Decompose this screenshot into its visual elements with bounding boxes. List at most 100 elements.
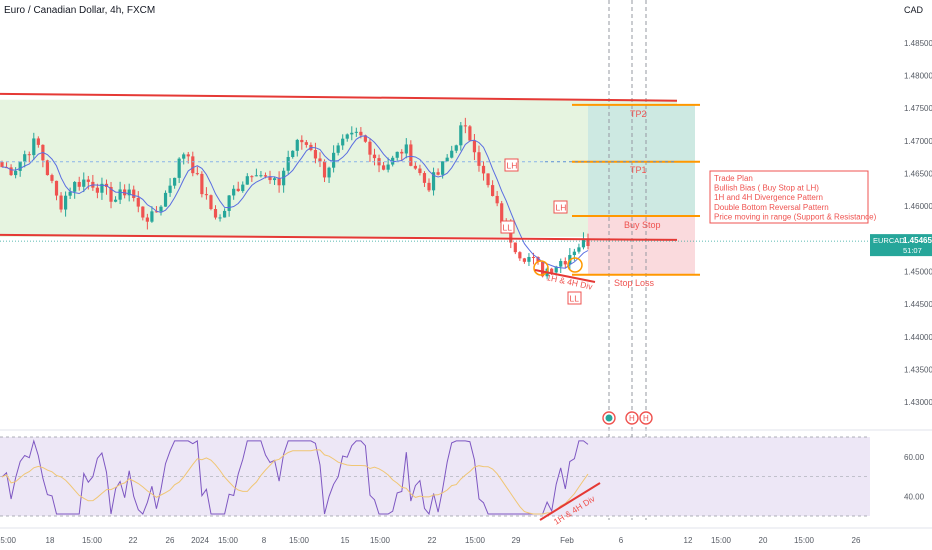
candle-body: [232, 188, 236, 196]
candle-body: [23, 154, 27, 162]
candle-body: [291, 150, 295, 158]
candle-body: [372, 154, 377, 159]
candle-body: [563, 261, 567, 265]
candle-body: [359, 131, 363, 136]
event-dot: [605, 414, 613, 422]
candle-body: [559, 261, 563, 267]
candle-body: [345, 134, 349, 139]
candle-body: [54, 180, 59, 196]
candle-body: [477, 152, 481, 166]
price-tick-label: 1.48500: [904, 39, 932, 48]
lh-label-2-box: [553, 200, 568, 214]
candle-body: [531, 256, 536, 258]
candle-body: [450, 150, 454, 158]
candle-body: [459, 125, 463, 146]
candle-body: [486, 173, 490, 186]
trade-plan-line: Price moving in range (Support & Resista…: [714, 212, 877, 221]
double-bottom-circle-2: [567, 257, 583, 273]
time-tick-label: 15:00: [711, 536, 732, 545]
candle-body: [73, 181, 77, 192]
candle-body: [577, 247, 581, 252]
candle-body: [354, 131, 358, 133]
candle-body: [127, 189, 131, 196]
candle-body: [409, 144, 413, 166]
candle-body: [336, 145, 340, 153]
candle-body: [509, 224, 513, 243]
candle-body: [136, 198, 140, 207]
candle-body: [168, 185, 172, 193]
last-price-value: 1.45465: [903, 236, 932, 245]
candle-body: [32, 138, 36, 156]
tp2-label: TP2: [630, 109, 647, 119]
candle-body: [163, 192, 168, 207]
candle-body: [236, 188, 240, 192]
candle-body: [513, 242, 517, 253]
time-tick-label: 26: [166, 536, 175, 545]
candle-body: [100, 183, 104, 193]
time-tick-label: 15: [341, 536, 350, 545]
candle-body: [295, 139, 299, 151]
candle-body: [268, 176, 272, 181]
ll-label-1-box: [500, 220, 515, 234]
trade-plan-border: [709, 170, 869, 224]
candle-body: [540, 262, 545, 277]
ll-label-2-box: [567, 291, 582, 305]
candle-body: [381, 165, 386, 170]
candle-body: [427, 182, 431, 191]
moving-average-line: [1, 135, 589, 269]
candle-body: [113, 199, 118, 202]
candle-body: [318, 158, 322, 162]
rsi-divergence-line: [539, 482, 601, 521]
candle-body: [18, 161, 22, 171]
candle-body: [36, 138, 40, 145]
candle-body: [145, 217, 149, 222]
time-tick-label: 15:00: [0, 536, 17, 545]
candle-body: [481, 165, 486, 174]
candle-body: [454, 145, 458, 151]
time-tick-label: 15:00: [794, 536, 815, 545]
price-tick-label: 1.46000: [904, 202, 932, 211]
price-tick-label: 1.46500: [904, 170, 932, 179]
time-tick-label: 15:00: [465, 536, 486, 545]
rsi-tick-label: 60.00: [904, 453, 925, 462]
price-tick-label: 1.48000: [904, 72, 932, 81]
candle-body: [304, 142, 308, 145]
candle-body: [132, 189, 136, 199]
time-tick-label: 15:00: [370, 536, 391, 545]
candle-body: [286, 157, 290, 171]
candle-body: [59, 195, 63, 210]
range-resistance-line: [0, 92, 678, 102]
candle-body: [191, 156, 195, 174]
tp1-label: TP1: [630, 165, 647, 175]
candle-body: [500, 203, 504, 223]
candle-body: [554, 266, 558, 273]
last-price-box: [870, 234, 932, 257]
candle-body: [418, 168, 422, 174]
lh-label-2: LH: [556, 203, 567, 213]
candle-body: [350, 132, 354, 135]
candle-body: [177, 158, 181, 178]
candle-body: [322, 161, 327, 178]
rsi-tick-label: 40.00: [904, 492, 925, 501]
candle-body: [313, 150, 318, 159]
buy-stop-label: Buy Stop: [624, 220, 661, 230]
trade-plan-line: Bullish Bias ( Buy Stop at LH): [714, 184, 819, 193]
candle-body: [95, 187, 99, 193]
symbol-title[interactable]: Euro / Canadian Dollar, 4h, FXCM: [4, 5, 156, 16]
candle-body: [404, 144, 408, 154]
candle-body: [159, 206, 163, 212]
trade-plan-line: Trade Plan: [714, 174, 753, 183]
candle-body: [141, 206, 145, 218]
candle-body: [77, 181, 81, 187]
rsi-line: [1, 439, 589, 516]
time-tick-label: 26: [852, 536, 861, 545]
currency-label: CAD: [904, 5, 924, 15]
candle-body: [109, 186, 113, 202]
time-tick-label: 6: [619, 536, 624, 545]
candle-body: [527, 256, 531, 262]
candle-body: [332, 152, 336, 168]
candle-body: [327, 167, 331, 178]
time-tick-label: 12: [684, 536, 693, 545]
